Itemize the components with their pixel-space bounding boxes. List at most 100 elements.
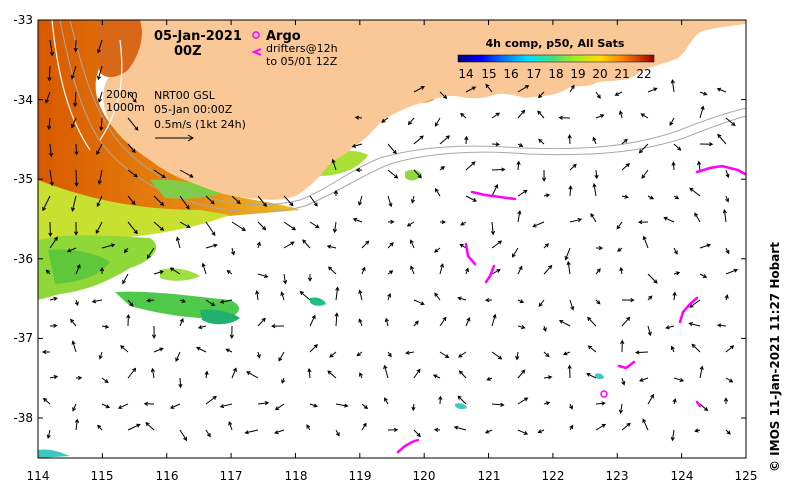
current-arrow: [146, 298, 155, 303]
current-arrow: [647, 195, 654, 200]
current-arrow: [244, 429, 259, 435]
current-arrow: [537, 91, 545, 99]
drifter-tracks: [396, 164, 746, 454]
current-arrow: [46, 429, 51, 440]
current-arrow: [334, 312, 339, 327]
x-tick-label: 114: [27, 469, 50, 483]
current-arrow: [327, 266, 337, 275]
current-arrow: [491, 183, 499, 197]
current-arrow: [278, 351, 285, 362]
current-arrow: [123, 247, 129, 254]
current-arrow: [205, 395, 217, 405]
current-arrow: [640, 113, 649, 119]
x-tick-label: 119: [349, 469, 372, 483]
current-arrow: [309, 403, 318, 408]
current-arrow: [153, 195, 165, 207]
current-arrow: [673, 271, 681, 276]
current-arrow: [71, 340, 77, 353]
current-arrow: [75, 264, 81, 275]
current-arrow: [72, 403, 77, 412]
current-arrow: [432, 374, 441, 379]
current-arrow: [387, 427, 399, 432]
current-arrow: [101, 243, 116, 249]
current-arrow: [569, 299, 575, 311]
y-tick-label: -38: [13, 411, 33, 425]
current-arrow: [74, 169, 79, 187]
current-arrow: [673, 143, 682, 151]
current-arrow: [641, 169, 649, 179]
current-arrow: [595, 423, 607, 431]
current-arrow: [434, 188, 441, 197]
current-arrow: [516, 160, 521, 171]
current-arrow: [637, 219, 649, 225]
current-arrow: [716, 323, 727, 328]
current-arrow: [49, 375, 59, 380]
current-arrow: [127, 221, 138, 235]
current-arrow: [717, 133, 727, 145]
current-arrow: [673, 195, 680, 200]
current-arrow: [562, 351, 571, 356]
x-tick-label: 116: [156, 469, 179, 483]
current-arrow: [231, 247, 236, 256]
current-arrow: [491, 402, 505, 407]
current-arrow: [302, 239, 311, 249]
current-arrow: [219, 403, 233, 409]
current-arrow: [458, 351, 467, 358]
current-arrow: [439, 91, 448, 100]
current-arrow: [406, 221, 415, 227]
current-arrow: [326, 244, 337, 249]
current-arrow: [355, 167, 363, 173]
current-arrow: [143, 401, 155, 406]
current-arrow: [127, 117, 139, 131]
sst-cool-band: [38, 180, 230, 240]
current-arrow: [99, 266, 105, 274]
current-arrow: [96, 143, 103, 156]
current-arrow: [205, 243, 218, 249]
current-arrow: [725, 195, 730, 203]
current-arrow: [42, 195, 51, 212]
current-arrow: [281, 377, 286, 384]
current-arrow: [457, 296, 467, 301]
current-arrow: [434, 117, 441, 127]
current-arrow: [517, 265, 523, 275]
current-arrow: [689, 299, 701, 308]
current-arrow: [460, 112, 467, 119]
current-arrow: [567, 134, 572, 145]
current-arrow: [647, 325, 652, 337]
current-arrow: [491, 142, 501, 147]
current-arrow: [127, 423, 141, 431]
current-arrow: [256, 241, 261, 249]
current-arrow: [464, 135, 469, 145]
current-arrow: [413, 299, 425, 306]
current-arrow: [542, 325, 547, 332]
current-arrow: [465, 267, 469, 275]
current-arrow: [457, 395, 467, 405]
current-arrow: [361, 403, 369, 410]
current-arrow: [351, 143, 363, 148]
current-arrow: [96, 39, 103, 54]
current-arrow: [361, 266, 366, 275]
current-arrow: [672, 291, 677, 301]
current-arrow: [569, 84, 575, 93]
current-arrow: [595, 91, 601, 99]
current-arrow: [409, 239, 415, 249]
current-arrow: [491, 112, 501, 119]
drifter-legend-icon: [251, 48, 262, 56]
current-arrow: [97, 424, 103, 431]
current-arrow: [413, 368, 421, 379]
current-arrow: [484, 297, 493, 303]
current-arrow: [439, 316, 447, 327]
current-arrow: [122, 273, 129, 285]
x-tick-label: 124: [671, 469, 694, 483]
current-arrow: [153, 347, 164, 353]
current-arrow: [309, 221, 320, 229]
current-arrow: [459, 243, 467, 249]
current-arrow: [595, 245, 604, 251]
current-arrow: [179, 195, 190, 210]
current-arrow: [491, 240, 503, 249]
current-arrow: [671, 161, 676, 171]
current-arrow: [387, 242, 394, 249]
current-arrow: [587, 345, 597, 353]
current-arrow: [689, 187, 701, 197]
current-arrow: [101, 324, 110, 329]
